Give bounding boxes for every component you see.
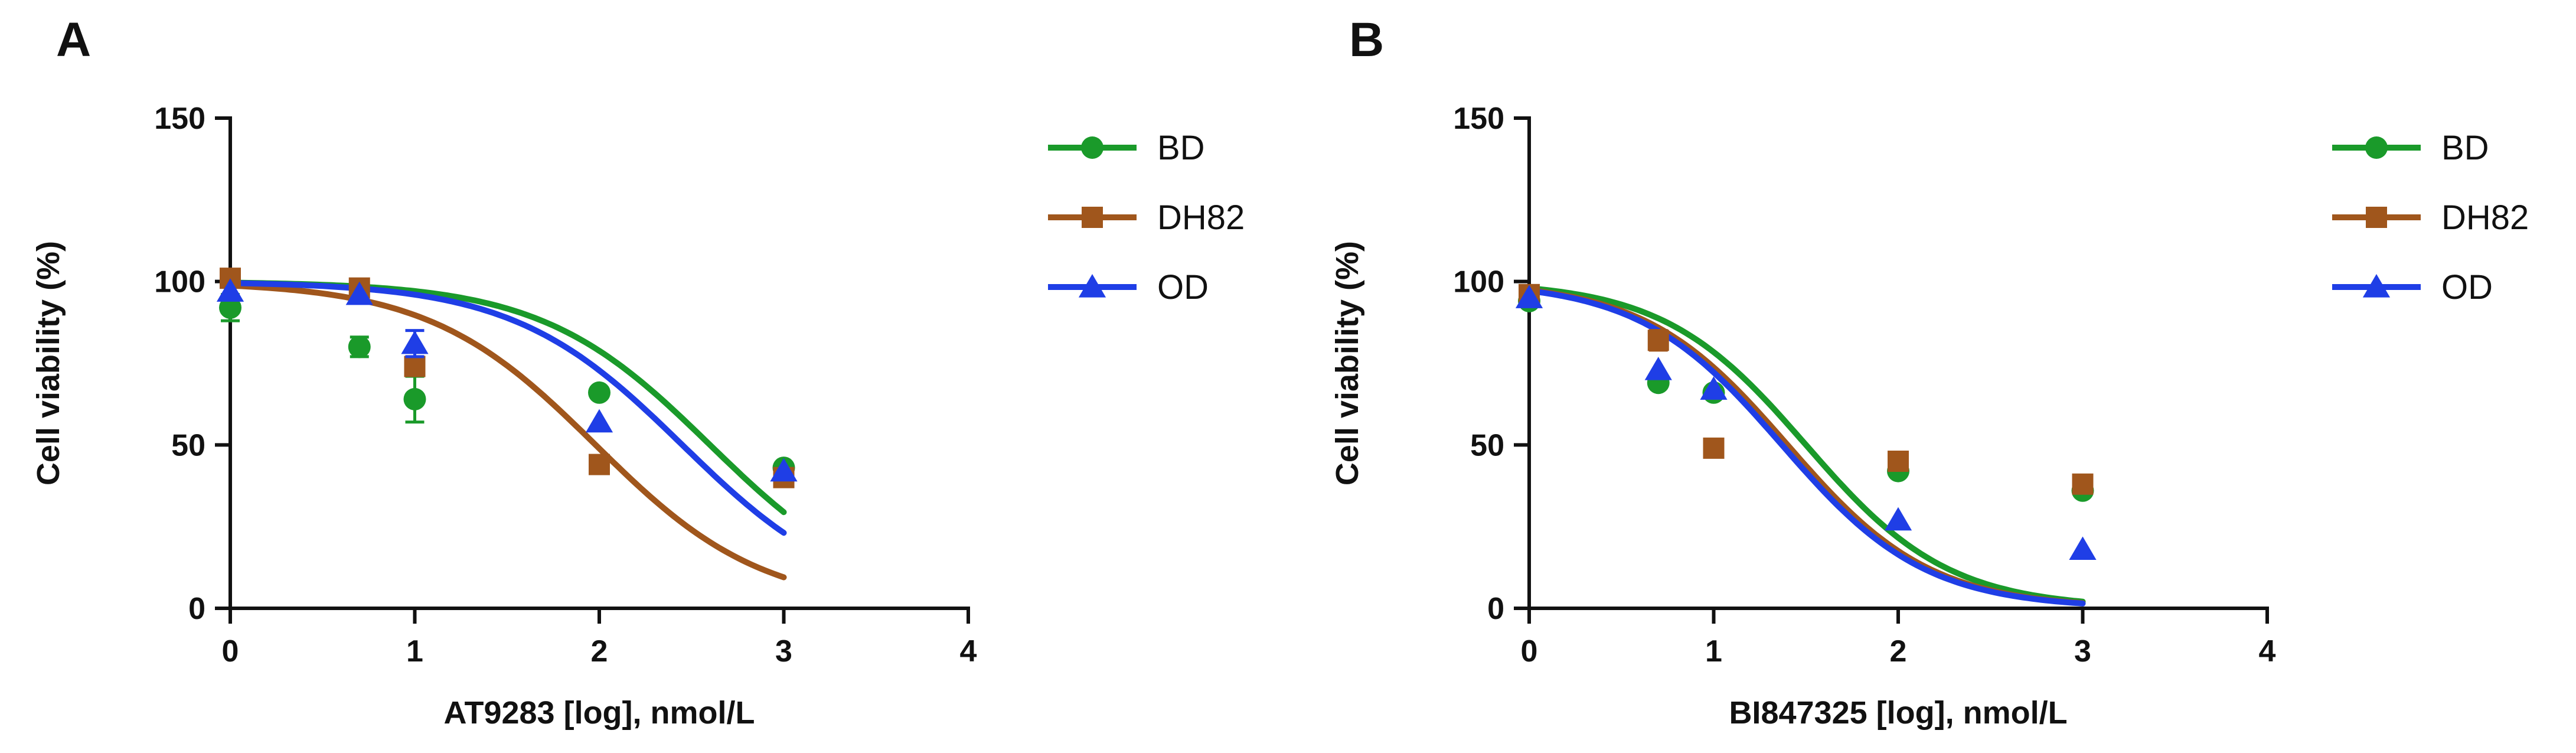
data-point-dh82 xyxy=(1703,437,1725,459)
data-point-dh82 xyxy=(589,454,610,475)
x-tick-label: 0 xyxy=(1521,634,1538,669)
legend-label-bd: BD xyxy=(2441,129,2489,167)
fit-curve-bd xyxy=(1526,285,2086,605)
data-point-od xyxy=(585,409,613,433)
x-tick-label: 2 xyxy=(591,634,608,669)
x-tick-label: 2 xyxy=(1890,634,1907,669)
legend-marker-bd xyxy=(1081,136,1103,159)
data-point-od xyxy=(1644,357,1672,380)
y-tick-label: 100 xyxy=(1453,265,1504,299)
panel-label: A xyxy=(56,13,91,67)
legend-marker-od xyxy=(1078,274,1106,298)
panel-a: A 0 50 100 150 0 1 2 3 4 AT9283 [log], nmol/L Cell … xyxy=(31,13,1245,731)
fit-curve-dh82 xyxy=(227,282,787,581)
data-point-od xyxy=(1884,507,1912,531)
y-axis-title: Cell viability (%) xyxy=(1330,241,1365,485)
x-tick-label: 4 xyxy=(960,634,977,669)
legend-marker-od xyxy=(2362,274,2391,298)
legend-label-od: OD xyxy=(2441,268,2493,307)
x-tick-label: 4 xyxy=(2259,634,2276,669)
data-point-od xyxy=(345,281,373,305)
legend-label-od: OD xyxy=(1157,268,1209,307)
x-tick-label: 1 xyxy=(406,634,423,669)
data-point-od xyxy=(1700,376,1728,400)
y-tick-label: 150 xyxy=(1453,102,1504,136)
x-tick-label: 1 xyxy=(1705,634,1722,669)
legend-label-bd: BD xyxy=(1157,129,1205,167)
data-point-od xyxy=(216,278,244,302)
y-tick-label: 150 xyxy=(154,102,205,136)
data-point-bd xyxy=(588,381,610,404)
y-tick-label: 50 xyxy=(171,428,205,462)
y-tick-label: 0 xyxy=(1487,592,1504,626)
legend-label-dh82: DH82 xyxy=(2441,198,2529,237)
x-axis-title: BI847325 [log], nmol/L xyxy=(1729,695,2067,731)
data-point-dh82 xyxy=(2072,473,2094,495)
data-point-dh82 xyxy=(404,356,426,377)
data-point-od xyxy=(770,458,798,482)
panel-b: B 0 50 100 150 0 1 2 3 4 BI847325 [log], nmol/L Cel… xyxy=(1330,13,2529,731)
legend-marker-dh82 xyxy=(1082,207,1103,228)
fit-curve-od xyxy=(1526,288,2086,607)
legend-marker-bd xyxy=(2365,136,2388,159)
y-tick-label: 50 xyxy=(1470,428,1504,462)
x-tick-label: 3 xyxy=(775,634,792,669)
panel-label: B xyxy=(1349,13,1384,67)
data-point-od xyxy=(401,330,429,354)
x-tick-label: 3 xyxy=(2074,634,2091,669)
data-point-od xyxy=(2069,536,2097,560)
y-tick-label: 0 xyxy=(188,592,205,626)
legend-marker-dh82 xyxy=(2366,207,2387,228)
data-point-dh82 xyxy=(1888,451,1909,472)
data-point-bd xyxy=(219,296,241,319)
y-tick-label: 100 xyxy=(154,265,205,299)
data-point-od xyxy=(1515,285,1543,308)
y-axis-title: Cell viability (%) xyxy=(31,241,66,485)
data-point-bd xyxy=(348,335,371,358)
fit-curve-od xyxy=(227,280,787,536)
legend-label-dh82: DH82 xyxy=(1157,198,1245,237)
x-axis-title: AT9283 [log], nmol/L xyxy=(443,695,755,731)
x-tick-label: 0 xyxy=(222,634,239,669)
data-point-bd xyxy=(403,387,426,410)
data-point-dh82 xyxy=(1647,330,1669,351)
